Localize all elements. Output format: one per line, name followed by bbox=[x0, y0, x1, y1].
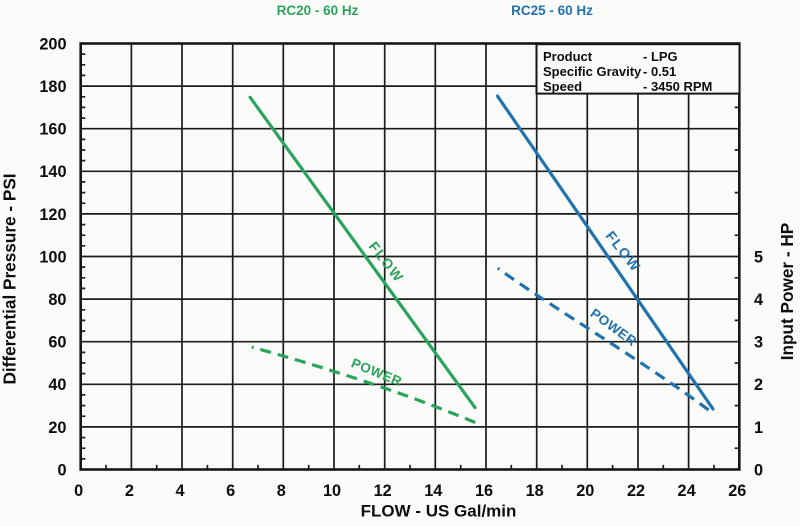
svg-text:12: 12 bbox=[374, 482, 392, 500]
svg-text:0: 0 bbox=[754, 461, 763, 479]
svg-text:4: 4 bbox=[754, 291, 763, 309]
svg-text:RC20 - 60 Hz: RC20 - 60 Hz bbox=[277, 3, 359, 18]
svg-text:- 0.51: - 0.51 bbox=[643, 64, 676, 79]
svg-text:5: 5 bbox=[754, 248, 763, 266]
svg-text:10: 10 bbox=[323, 482, 341, 500]
svg-text:4: 4 bbox=[175, 482, 184, 500]
svg-text:Specific Gravity: Specific Gravity bbox=[543, 64, 642, 79]
svg-text:RC25 - 60 Hz: RC25 - 60 Hz bbox=[511, 3, 593, 18]
svg-text:2: 2 bbox=[125, 482, 134, 500]
svg-text:Differential Pressure - PSI: Differential Pressure - PSI bbox=[0, 173, 19, 384]
svg-text:- 3450 RPM: - 3450 RPM bbox=[643, 79, 712, 94]
svg-text:14: 14 bbox=[424, 482, 442, 500]
svg-text:FLOW - US Gal/min: FLOW - US Gal/min bbox=[361, 502, 517, 521]
svg-text:3: 3 bbox=[754, 334, 763, 352]
svg-text:16: 16 bbox=[475, 482, 493, 500]
svg-text:40: 40 bbox=[48, 376, 66, 394]
svg-text:0: 0 bbox=[57, 461, 66, 479]
svg-text:120: 120 bbox=[39, 206, 66, 224]
svg-text:100: 100 bbox=[39, 248, 66, 266]
svg-text:80: 80 bbox=[48, 291, 66, 309]
svg-text:0: 0 bbox=[74, 482, 83, 500]
svg-text:8: 8 bbox=[277, 482, 286, 500]
svg-text:60: 60 bbox=[48, 334, 66, 352]
svg-text:- LPG: - LPG bbox=[643, 49, 678, 64]
svg-text:20: 20 bbox=[48, 419, 66, 437]
svg-text:2: 2 bbox=[754, 376, 763, 394]
svg-text:26: 26 bbox=[728, 482, 746, 500]
svg-text:Speed: Speed bbox=[543, 79, 582, 94]
svg-text:Input Power - HP: Input Power - HP bbox=[777, 223, 797, 361]
svg-text:1: 1 bbox=[754, 419, 763, 437]
svg-text:18: 18 bbox=[526, 482, 544, 500]
svg-text:200: 200 bbox=[39, 35, 66, 53]
svg-text:20: 20 bbox=[576, 482, 594, 500]
svg-text:6: 6 bbox=[226, 482, 235, 500]
svg-text:160: 160 bbox=[39, 121, 66, 139]
svg-text:140: 140 bbox=[39, 163, 66, 181]
svg-text:24: 24 bbox=[678, 482, 696, 500]
svg-text:Product: Product bbox=[543, 49, 593, 64]
svg-text:180: 180 bbox=[39, 78, 66, 96]
svg-text:22: 22 bbox=[627, 482, 645, 500]
